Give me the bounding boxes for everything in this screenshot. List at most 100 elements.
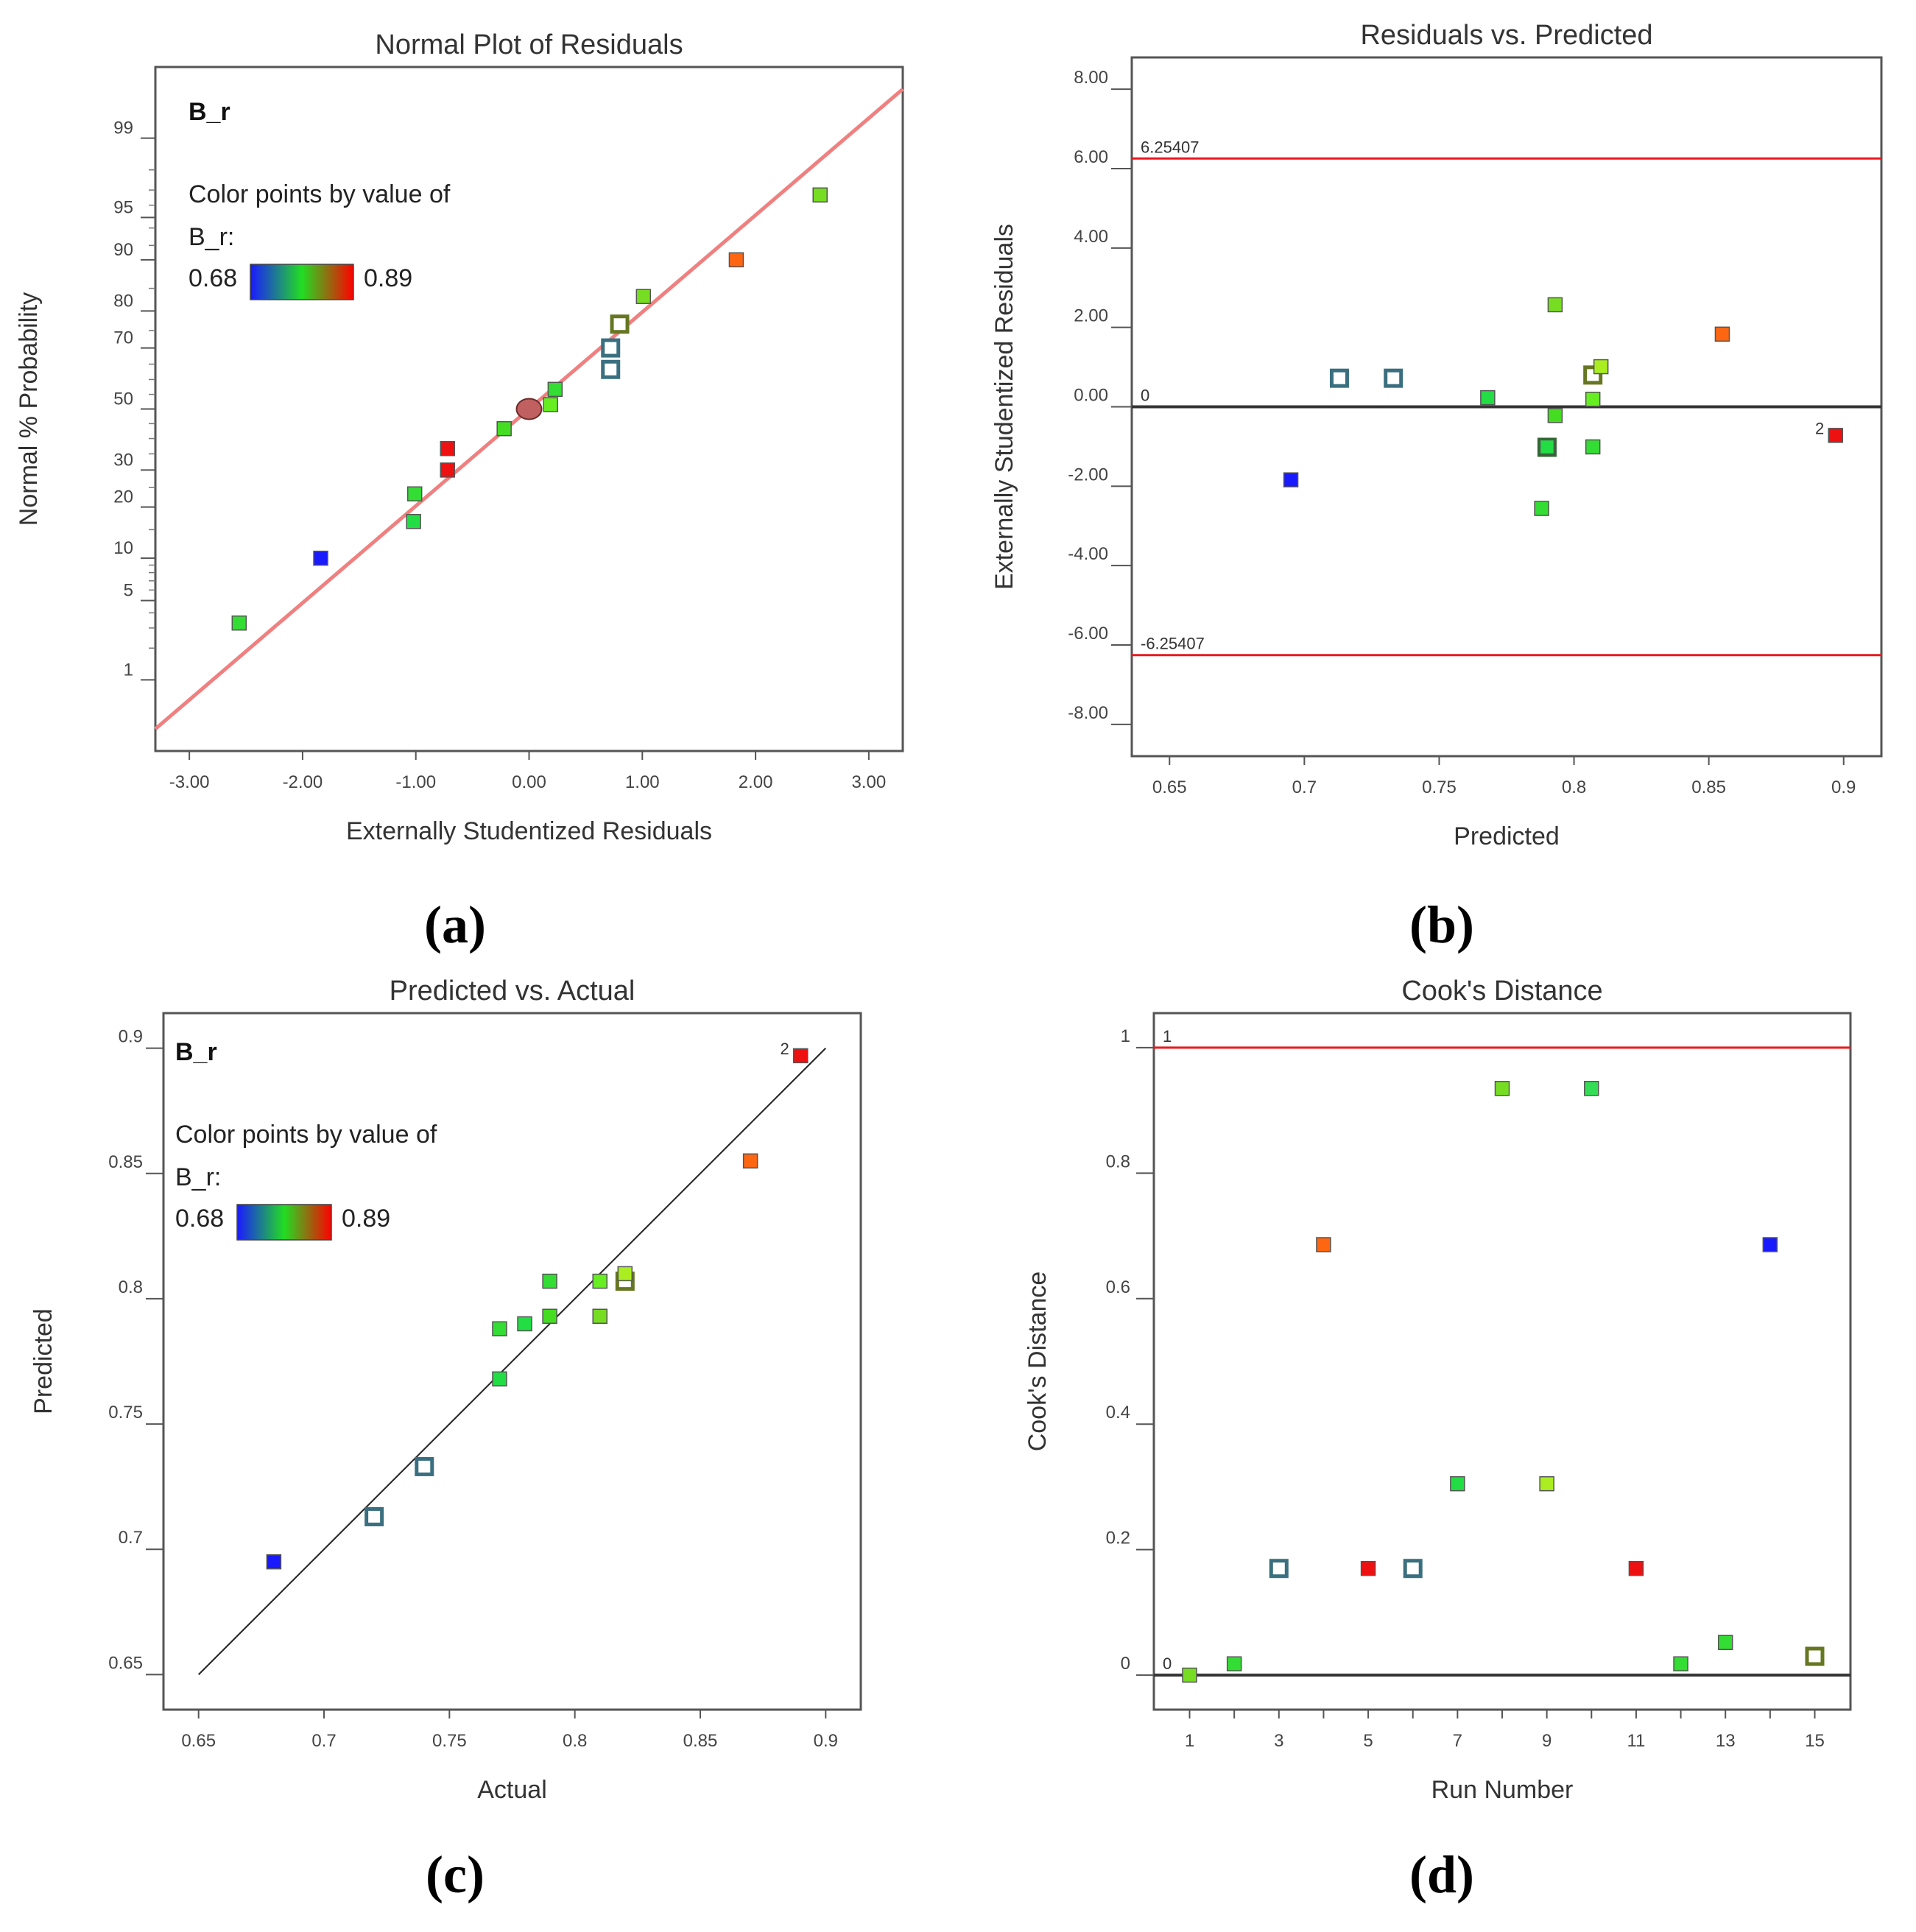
- x-tick-label: -3.00: [169, 772, 210, 792]
- y-tick-label: 50: [113, 389, 133, 409]
- x-tick-label: 11: [1627, 1731, 1645, 1751]
- y-tick-label: 0.2: [1106, 1529, 1130, 1548]
- data-point: [1805, 1646, 1825, 1666]
- chart-title: Normal Plot of Residuals: [375, 29, 683, 60]
- data-point: [592, 1308, 607, 1324]
- data-point: [742, 1153, 758, 1169]
- x-tick-label: 2.00: [739, 772, 773, 792]
- data-point: [1450, 1476, 1465, 1492]
- y-tick-label: 1: [124, 660, 133, 680]
- data-point: [415, 1456, 434, 1476]
- x-axis-label: Predicted: [1454, 822, 1560, 850]
- y-tick-label: 95: [113, 197, 133, 217]
- data-point: [601, 338, 621, 358]
- x-tick-label: 5: [1363, 1731, 1373, 1751]
- x-tick-label: -1.00: [395, 772, 436, 792]
- legend-min-label: 0.68: [175, 1205, 224, 1233]
- data-point: [635, 289, 652, 304]
- x-tick-label: 1.00: [625, 772, 660, 792]
- x-axis-label: Externally Studentized Residuals: [346, 817, 712, 845]
- legend-max-label: 0.89: [342, 1205, 390, 1233]
- data-point: [492, 1321, 507, 1337]
- data-point: [592, 1273, 607, 1289]
- data-point: [1182, 1667, 1197, 1683]
- y-tick-label: 4.00: [1074, 227, 1108, 247]
- panel-b: Residuals vs. Predicted Predicted External…: [990, 20, 1883, 954]
- y-tick-label: 0.75: [108, 1403, 143, 1422]
- zero-label: 0: [1163, 1654, 1172, 1673]
- panel-caption: (c): [426, 1845, 485, 1904]
- data-point: [1480, 389, 1496, 406]
- data-point: [1539, 439, 1555, 455]
- panel-caption: (d): [1409, 1845, 1474, 1904]
- x-tick-label: 0.00: [512, 772, 546, 792]
- y-tick-label: 0.8: [119, 1277, 143, 1297]
- y-tick-label: 0.65: [108, 1653, 143, 1673]
- data-point: [313, 550, 328, 566]
- point-tag: 2: [780, 1040, 789, 1058]
- chart-title: Cook's Distance: [1401, 976, 1602, 1006]
- zero-label: 0: [1141, 387, 1149, 405]
- legend-variable: B_r:: [189, 223, 234, 251]
- data-point: [1534, 501, 1549, 516]
- data-point: [1717, 1635, 1733, 1651]
- data-point: [542, 1308, 557, 1324]
- legend-heading: Color points by value of: [189, 180, 451, 208]
- chart-title: Residuals vs. Predicted: [1360, 20, 1652, 51]
- x-tick-label: 0.7: [1292, 778, 1317, 797]
- data-point: [1593, 359, 1609, 375]
- legend-colorbar: [236, 1204, 332, 1241]
- y-tick-label: -2.00: [1068, 465, 1108, 484]
- y-axis-label: Predicted: [29, 1308, 57, 1414]
- data-point: [364, 1506, 384, 1526]
- data-point: [1547, 408, 1563, 423]
- y-tick-label: 0.4: [1106, 1403, 1130, 1422]
- x-tick-label: 0.85: [683, 1731, 718, 1751]
- x-tick-label: 0.75: [432, 1731, 467, 1751]
- legend-min-label: 0.68: [189, 264, 237, 292]
- data-point: [1828, 428, 1843, 443]
- data-point: [1494, 1081, 1510, 1096]
- legend-response-name: B_r: [189, 98, 230, 126]
- x-tick-label: 9: [1542, 1731, 1552, 1751]
- data-point: [1316, 1237, 1331, 1252]
- data-point: [1269, 1559, 1289, 1579]
- data-point: [792, 1048, 809, 1064]
- x-tick-label: 0.8: [563, 1731, 587, 1751]
- y-tick-label: 20: [113, 487, 133, 507]
- panel-a: Normal Plot of Residuals Externally Stude…: [15, 29, 904, 954]
- x-tick-label: 0.8: [1562, 778, 1586, 797]
- data-point: [1403, 1559, 1423, 1579]
- x-tick-label: 0.65: [181, 1731, 216, 1751]
- panel-caption: (a): [424, 895, 486, 954]
- y-tick-label: 80: [113, 291, 133, 311]
- data-point: [601, 359, 621, 379]
- y-axis-label: Cook's Distance: [1024, 1272, 1052, 1452]
- plot-frame: [1152, 1012, 1852, 1711]
- data-point: [492, 1371, 507, 1387]
- y-tick-label: 0.6: [1106, 1277, 1130, 1297]
- data-point: [231, 615, 247, 631]
- y-tick-label: 99: [113, 119, 133, 138]
- x-tick-label: 3.00: [852, 772, 887, 792]
- data-point: [1539, 1476, 1554, 1492]
- data-point: [617, 1266, 633, 1282]
- data-point: [406, 486, 423, 502]
- data-point: [406, 514, 421, 529]
- panel-d: Cook's Distance Run Number Cook's Distance…: [1024, 976, 1852, 1904]
- data-point: [1384, 368, 1403, 388]
- x-tick-label: 0.85: [1691, 778, 1726, 797]
- y-tick-label: 8.00: [1074, 68, 1108, 88]
- data-point: [1673, 1656, 1688, 1672]
- data-point: [1585, 439, 1601, 455]
- data-point: [542, 1273, 557, 1289]
- data-point: [440, 462, 456, 478]
- y-tick-label: 0.8: [1106, 1152, 1130, 1171]
- y-tick-label: -8.00: [1068, 703, 1108, 723]
- x-tick-label: -2.00: [283, 772, 323, 792]
- data-point: [543, 397, 558, 412]
- legend-variable: B_r:: [175, 1163, 221, 1191]
- y-tick-label: 90: [113, 240, 133, 260]
- y-tick-label: 0.85: [108, 1152, 143, 1172]
